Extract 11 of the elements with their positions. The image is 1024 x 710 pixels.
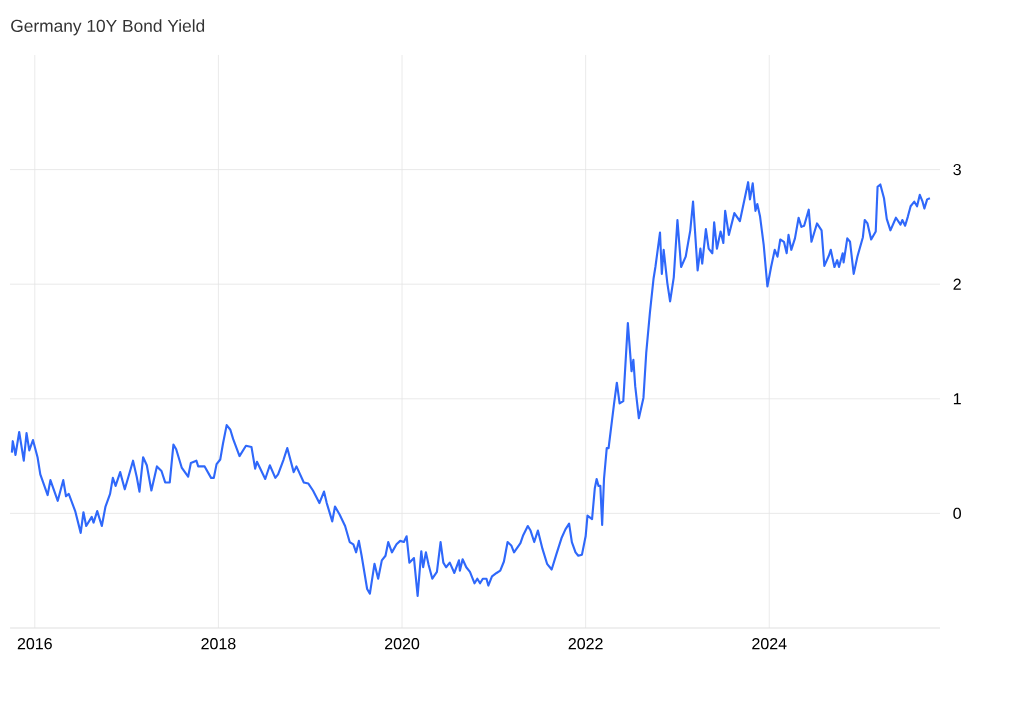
- x-tick-label: 2024: [752, 638, 787, 650]
- chart-title: Germany 10Y Bond Yield: [11, 19, 205, 36]
- y-tick-label: 1: [953, 393, 961, 405]
- y-tick-label: 0: [953, 507, 961, 520]
- x-tick-label: 2022: [568, 638, 603, 650]
- x-tick-label: 2016: [17, 638, 52, 650]
- x-tick-label: 2020: [385, 638, 420, 650]
- y-tick-label: 3: [953, 163, 961, 176]
- line-series: [10, 181, 931, 597]
- y-tick-label: 2: [953, 278, 961, 290]
- x-tick-label: 2018: [201, 638, 236, 650]
